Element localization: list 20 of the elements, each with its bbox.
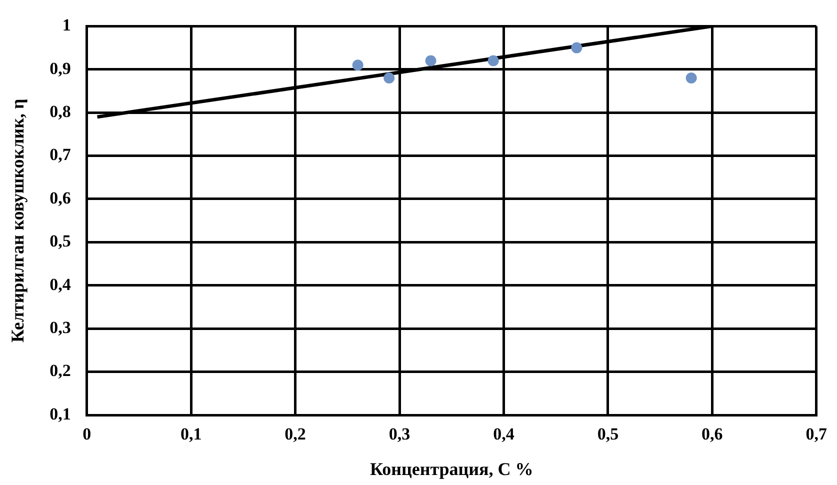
x-tick-label: 0,1 bbox=[180, 424, 202, 444]
y-tick-label: 0,1 bbox=[50, 404, 71, 424]
x-tick-label: 0,5 bbox=[597, 424, 619, 444]
x-tick-label: 0,2 bbox=[284, 424, 306, 444]
y-tick-label: 0,8 bbox=[50, 102, 71, 121]
y-tick-label: 0,3 bbox=[50, 318, 71, 337]
x-tick-label: 0,7 bbox=[806, 424, 828, 444]
y-axis-title: Келтирилган ковушкоклик, η bbox=[7, 98, 28, 342]
y-tick-label: 0,5 bbox=[50, 232, 71, 251]
x-axis-title: Концентрация, С % bbox=[370, 458, 534, 479]
x-tick-label: 0,4 bbox=[493, 424, 515, 444]
x-tick-label: 0,6 bbox=[702, 424, 723, 444]
y-tick-label: 0,2 bbox=[50, 361, 71, 380]
y-tick-label: 0,7 bbox=[50, 145, 72, 164]
x-tick-label: 0 bbox=[82, 424, 92, 444]
y-tick-label: 0,9 bbox=[50, 58, 71, 78]
y-tick-label: 1 bbox=[62, 16, 71, 35]
y-tick-label: 0,6 bbox=[50, 188, 71, 208]
y-tick-label: 0,4 bbox=[50, 274, 72, 294]
x-tick-label: 0,3 bbox=[388, 424, 410, 444]
